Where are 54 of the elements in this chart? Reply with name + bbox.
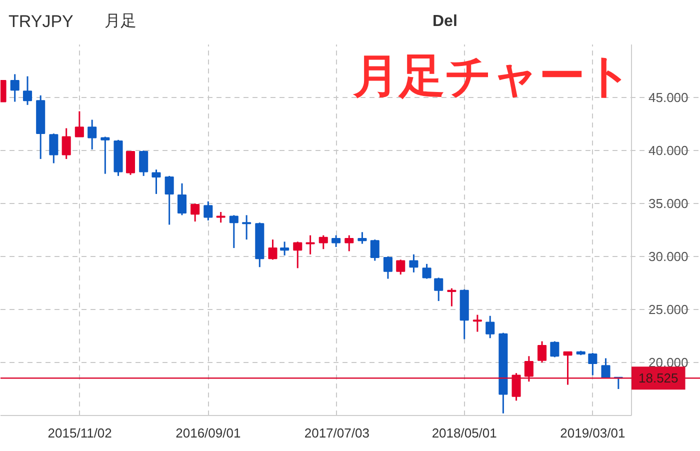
candlestick — [588, 352, 598, 376]
candlestick — [100, 136, 110, 175]
text: TRYJPY — [8, 12, 74, 31]
candlestick — [538, 340, 547, 364]
x-tick-label: 2019/03/01 — [560, 426, 626, 440]
ref-line-label: 18.525 — [638, 370, 678, 386]
candlestick — [139, 150, 148, 177]
x-tick-label: 2015/11/02 — [48, 426, 112, 440]
candlestick — [242, 214, 252, 240]
candlestick — [447, 288, 456, 308]
y-tick-label: 35.000 — [648, 196, 688, 211]
x-tick-label: 2018/05/01 — [432, 426, 497, 440]
candlestick — [396, 258, 406, 276]
candlestick — [434, 276, 444, 302]
candlestick — [204, 200, 213, 222]
y-tick-label: 40.000 — [648, 143, 688, 158]
y-tick-label: 20.000 — [648, 355, 688, 370]
candlestick — [216, 211, 226, 224]
candlestick — [190, 202, 200, 222]
candlestick — [10, 73, 20, 102]
candlestick — [344, 234, 354, 252]
x-tick-label: 2017/07/03 — [304, 426, 370, 440]
candlestick — [601, 358, 610, 380]
candlestick — [126, 150, 136, 176]
candlestick — [306, 234, 315, 256]
candlestick — [62, 127, 71, 160]
candlestick — [486, 315, 495, 339]
text: Del — [432, 13, 458, 30]
chart-title: 月足チャート — [352, 48, 632, 102]
candlestick — [177, 182, 187, 216]
candlestick — [472, 314, 482, 333]
candlestick — [49, 132, 58, 164]
candlestick — [370, 238, 380, 262]
candlestick — [293, 240, 302, 269]
candlestick — [268, 238, 278, 260]
candlestick — [280, 240, 290, 256]
y-tick-label: 45.000 — [648, 90, 688, 105]
candlestick — [164, 175, 174, 226]
candlestick — [229, 214, 238, 249]
candlestick — [358, 231, 367, 245]
text: 月足 — [104, 13, 136, 30]
candlestick — [332, 234, 341, 248]
candlestick — [152, 168, 161, 195]
candlestick — [22, 76, 32, 106]
candlestick — [318, 234, 328, 250]
y-tick-label: 25.000 — [648, 302, 688, 317]
candlestick — [422, 263, 432, 280]
x-tick-label: 2016/09/01 — [176, 426, 241, 440]
candlestick — [74, 110, 84, 138]
candlestick — [550, 340, 560, 358]
candlestick — [409, 254, 418, 274]
candlestick — [383, 256, 392, 280]
candlestick — [88, 119, 97, 150]
y-tick-label: 30.000 — [648, 249, 688, 264]
